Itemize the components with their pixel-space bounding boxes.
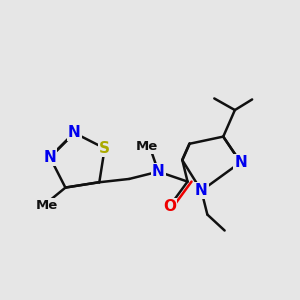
Text: Me: Me	[136, 140, 158, 153]
Text: N: N	[44, 149, 56, 164]
Text: N: N	[68, 125, 80, 140]
Text: S: S	[99, 141, 110, 156]
Text: N: N	[234, 155, 247, 170]
Text: O: O	[163, 199, 176, 214]
Text: N: N	[152, 164, 165, 179]
Text: Me: Me	[36, 200, 58, 212]
Text: N: N	[195, 183, 208, 198]
